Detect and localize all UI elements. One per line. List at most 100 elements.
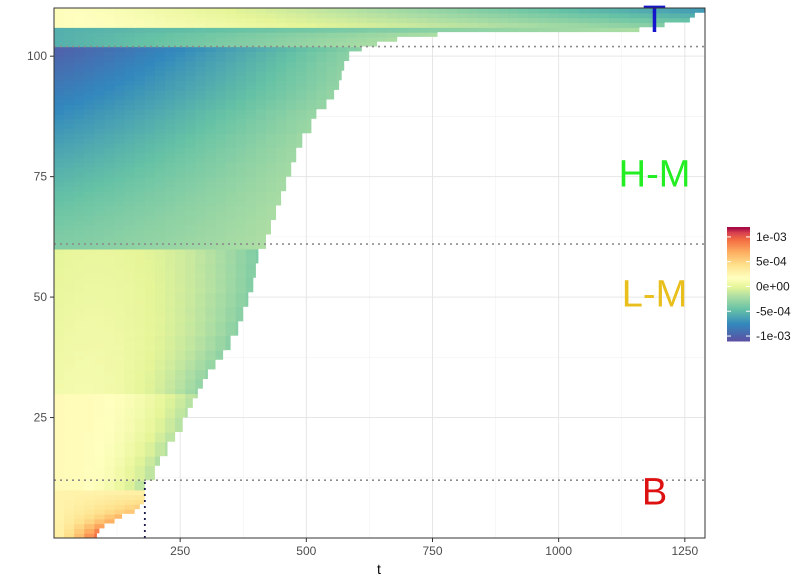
heatmap-cell: [175, 273, 186, 279]
heatmap-cell: [376, 17, 388, 24]
heatmap-cell: [94, 489, 106, 496]
heatmap-cell: [205, 326, 217, 332]
heatmap-cell: [84, 244, 95, 250]
heatmap-cell: [114, 99, 126, 105]
legend-color-step: [727, 269, 750, 272]
heatmap-cell: [74, 239, 85, 245]
heatmap-cell: [94, 412, 106, 419]
legend-color-step: [727, 339, 750, 342]
heatmap-cell: [134, 191, 146, 197]
heatmap-cell: [74, 128, 85, 134]
heatmap-cell: [185, 12, 196, 19]
heatmap-cell: [134, 75, 146, 81]
heatmap-cell: [124, 422, 136, 428]
heatmap-cell: [346, 22, 358, 28]
heatmap-cell: [165, 104, 176, 110]
heatmap-cell: [498, 17, 509, 24]
heatmap-cell: [134, 480, 146, 486]
heatmap-cell: [144, 22, 156, 28]
heatmap-cell: [195, 41, 206, 48]
heatmap-cell: [276, 41, 287, 48]
heatmap-cell: [124, 171, 136, 178]
heatmap-cell: [215, 171, 227, 178]
heatmap-cell: [154, 186, 166, 192]
heatmap-cell: [286, 65, 297, 72]
heatmap-cell: [104, 432, 116, 438]
heatmap-cell: [225, 104, 237, 110]
heatmap-cell: [74, 36, 85, 43]
heatmap-cell: [74, 215, 85, 221]
heatmap-cell: [316, 80, 328, 86]
heatmap-cell: [265, 70, 277, 77]
heatmap-cell: [124, 485, 136, 491]
heatmap-cell: [528, 8, 540, 14]
heatmap-cell: [124, 441, 136, 448]
heatmap-cell: [74, 229, 85, 236]
heatmap-cell: [185, 321, 196, 327]
heatmap-cell: [215, 292, 227, 298]
heatmap-cell: [205, 268, 217, 274]
heatmap-cell: [265, 8, 277, 14]
heatmap-cell: [154, 12, 166, 19]
heatmap-cell: [84, 417, 95, 423]
heatmap-cell: [94, 499, 106, 505]
heatmap-cell: [195, 89, 206, 96]
heatmap-cell: [669, 12, 681, 19]
heatmap-cell: [356, 41, 368, 48]
heatmap-cell: [215, 56, 227, 62]
heatmap-cell: [215, 253, 227, 260]
heatmap-cell: [64, 528, 75, 534]
heatmap-cell: [134, 147, 146, 154]
heatmap-cell: [245, 215, 257, 221]
heatmap-cell: [165, 244, 176, 250]
heatmap-cell: [175, 297, 186, 303]
heatmap-cell: [195, 263, 206, 269]
heatmap-cell: [134, 460, 146, 467]
heatmap-cell: [306, 75, 318, 81]
heatmap-cell: [185, 128, 196, 134]
heatmap-cell: [175, 234, 186, 240]
heatmap-cell: [64, 210, 75, 216]
heatmap-cell: [215, 258, 227, 264]
heatmap-cell: [165, 85, 176, 91]
heatmap-cell: [134, 297, 146, 303]
heatmap-cell: [134, 383, 146, 390]
heatmap-cell: [175, 417, 186, 423]
heatmap-cell: [124, 94, 136, 101]
heatmap-cell: [346, 36, 358, 43]
heatmap-cell: [124, 41, 136, 48]
heatmap-cell: [225, 80, 237, 86]
heatmap-cell: [134, 330, 146, 337]
heatmap-cell: [124, 460, 136, 467]
heatmap-cell: [64, 470, 75, 476]
heatmap-cell: [316, 22, 328, 28]
heatmap-cell: [154, 354, 166, 361]
heatmap-cell: [185, 345, 196, 351]
heatmap-cell: [316, 99, 328, 105]
heatmap-cell: [265, 32, 277, 38]
heatmap-cell: [124, 316, 136, 322]
heatmap-cell: [94, 22, 106, 28]
heatmap-cell: [94, 509, 106, 515]
heatmap-cell: [265, 195, 277, 202]
heatmap-cell: [144, 393, 156, 399]
heatmap-cell: [144, 99, 156, 105]
heatmap-cell: [84, 374, 95, 380]
heatmap-cell: [154, 316, 166, 322]
heatmap-cell: [599, 8, 610, 14]
heatmap-cell: [144, 186, 156, 192]
heatmap-cell: [205, 147, 217, 154]
heatmap-cell: [74, 27, 85, 33]
heatmap-cell: [639, 8, 651, 14]
heatmap-cell: [104, 32, 116, 38]
heatmap-cell: [407, 8, 418, 14]
heatmap-cell: [205, 359, 217, 366]
heatmap-cell: [144, 422, 156, 428]
heatmap-cell: [124, 89, 136, 96]
heatmap-cell: [215, 277, 227, 284]
heatmap-cell: [64, 417, 75, 423]
heatmap-cell: [235, 301, 247, 308]
heatmap-cell: [578, 8, 590, 14]
heatmap-cell: [124, 157, 136, 163]
heatmap-cell: [165, 277, 176, 284]
